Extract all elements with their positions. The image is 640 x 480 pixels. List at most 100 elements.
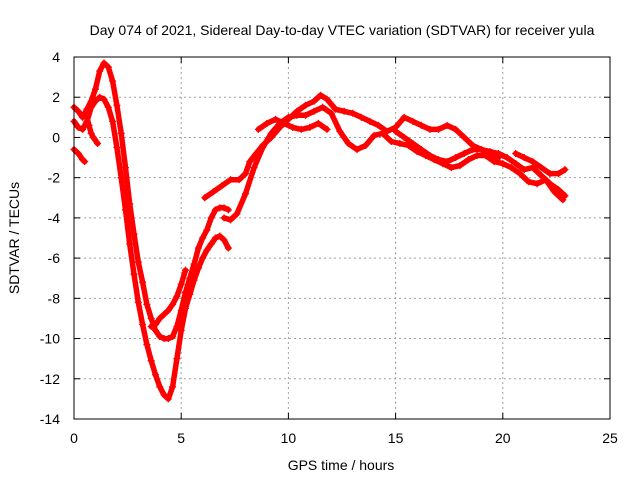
data-point bbox=[89, 133, 97, 141]
data-point bbox=[117, 174, 125, 182]
data-point bbox=[109, 117, 117, 125]
data-point bbox=[533, 180, 541, 188]
data-point bbox=[74, 107, 82, 115]
y-tick-label: -10 bbox=[40, 331, 60, 347]
data-point bbox=[555, 170, 563, 178]
data-point bbox=[194, 264, 202, 272]
data-point bbox=[164, 335, 172, 343]
data-point bbox=[212, 206, 220, 214]
data-point bbox=[370, 131, 378, 139]
data-point bbox=[156, 314, 164, 322]
data-point bbox=[550, 188, 558, 196]
data-point bbox=[537, 172, 545, 180]
data-point bbox=[409, 139, 417, 147]
data-point bbox=[186, 290, 194, 298]
data-point bbox=[177, 327, 185, 335]
data-point bbox=[121, 164, 129, 172]
data-point bbox=[134, 298, 142, 306]
data-point bbox=[96, 67, 104, 75]
data-point bbox=[100, 59, 108, 67]
data-point bbox=[134, 258, 142, 266]
data-point bbox=[293, 111, 301, 119]
data-point bbox=[323, 95, 331, 103]
data-point bbox=[529, 158, 537, 166]
data-point bbox=[160, 310, 168, 318]
data-point bbox=[374, 121, 382, 129]
data-point bbox=[151, 327, 159, 335]
data-point bbox=[216, 232, 224, 240]
data-point bbox=[520, 154, 528, 162]
data-point bbox=[181, 266, 189, 274]
data-point bbox=[456, 162, 464, 170]
data-point bbox=[224, 244, 232, 252]
data-point bbox=[349, 109, 357, 117]
data-point bbox=[242, 170, 250, 178]
y-tick-label: 4 bbox=[52, 49, 60, 65]
data-point bbox=[503, 154, 511, 162]
data-point bbox=[199, 234, 207, 242]
data-point bbox=[426, 125, 434, 133]
data-point bbox=[353, 146, 361, 154]
data-point bbox=[169, 383, 177, 391]
series-trace bbox=[84, 114, 101, 147]
data-point bbox=[109, 77, 117, 85]
data-point bbox=[396, 139, 404, 147]
data-point bbox=[220, 236, 228, 244]
data-point bbox=[392, 127, 400, 135]
data-point bbox=[83, 113, 91, 121]
data-point bbox=[340, 107, 348, 115]
data-point bbox=[336, 127, 344, 135]
data-point bbox=[207, 240, 215, 248]
data-point bbox=[250, 164, 258, 172]
data-point bbox=[284, 113, 292, 121]
x-tick-label: 20 bbox=[495, 430, 511, 446]
data-point bbox=[203, 226, 211, 234]
y-tick-label: -6 bbox=[48, 250, 61, 266]
data-point bbox=[81, 158, 89, 166]
data-point bbox=[542, 176, 550, 184]
data-point bbox=[537, 164, 545, 172]
data-series bbox=[70, 146, 89, 166]
data-point bbox=[199, 254, 207, 262]
data-point bbox=[357, 113, 365, 121]
data-point bbox=[130, 270, 138, 278]
data-point bbox=[460, 150, 468, 158]
data-point bbox=[447, 164, 455, 172]
data-point bbox=[94, 139, 102, 147]
data-point bbox=[254, 125, 262, 133]
data-point bbox=[207, 214, 215, 222]
data-point bbox=[464, 156, 472, 164]
data-point bbox=[302, 101, 310, 109]
data-point bbox=[87, 129, 95, 137]
data-point bbox=[473, 152, 481, 160]
data-point bbox=[96, 93, 104, 101]
data-point bbox=[426, 152, 434, 160]
data-point bbox=[235, 176, 243, 184]
data-point bbox=[379, 129, 387, 137]
plot-frame bbox=[73, 56, 611, 420]
y-tick-label: -8 bbox=[48, 290, 61, 306]
data-point bbox=[417, 121, 425, 129]
data-point bbox=[220, 214, 228, 222]
data-point bbox=[113, 101, 121, 109]
data-point bbox=[280, 119, 288, 127]
data-point bbox=[469, 146, 477, 154]
data-point bbox=[224, 206, 232, 214]
data-point bbox=[310, 107, 318, 115]
data-point bbox=[327, 109, 335, 117]
data-point bbox=[117, 129, 125, 137]
data-point bbox=[323, 125, 331, 133]
y-tick-label: -4 bbox=[48, 210, 61, 226]
data-point bbox=[495, 154, 503, 162]
data-point bbox=[310, 97, 318, 105]
data-point bbox=[220, 204, 228, 212]
data-point bbox=[104, 103, 112, 111]
data-point bbox=[297, 125, 305, 133]
data-point bbox=[344, 139, 352, 147]
y-tick-label: 2 bbox=[52, 89, 60, 105]
tick-labels: 0 5 10 15 20 25 -14 -12 -10 -8 -6 -4 -2 0 2 4 bbox=[40, 49, 618, 446]
data-point bbox=[212, 234, 220, 242]
y-axis-label: SDTVAR / TECUs bbox=[6, 182, 22, 294]
data-point bbox=[181, 304, 189, 312]
